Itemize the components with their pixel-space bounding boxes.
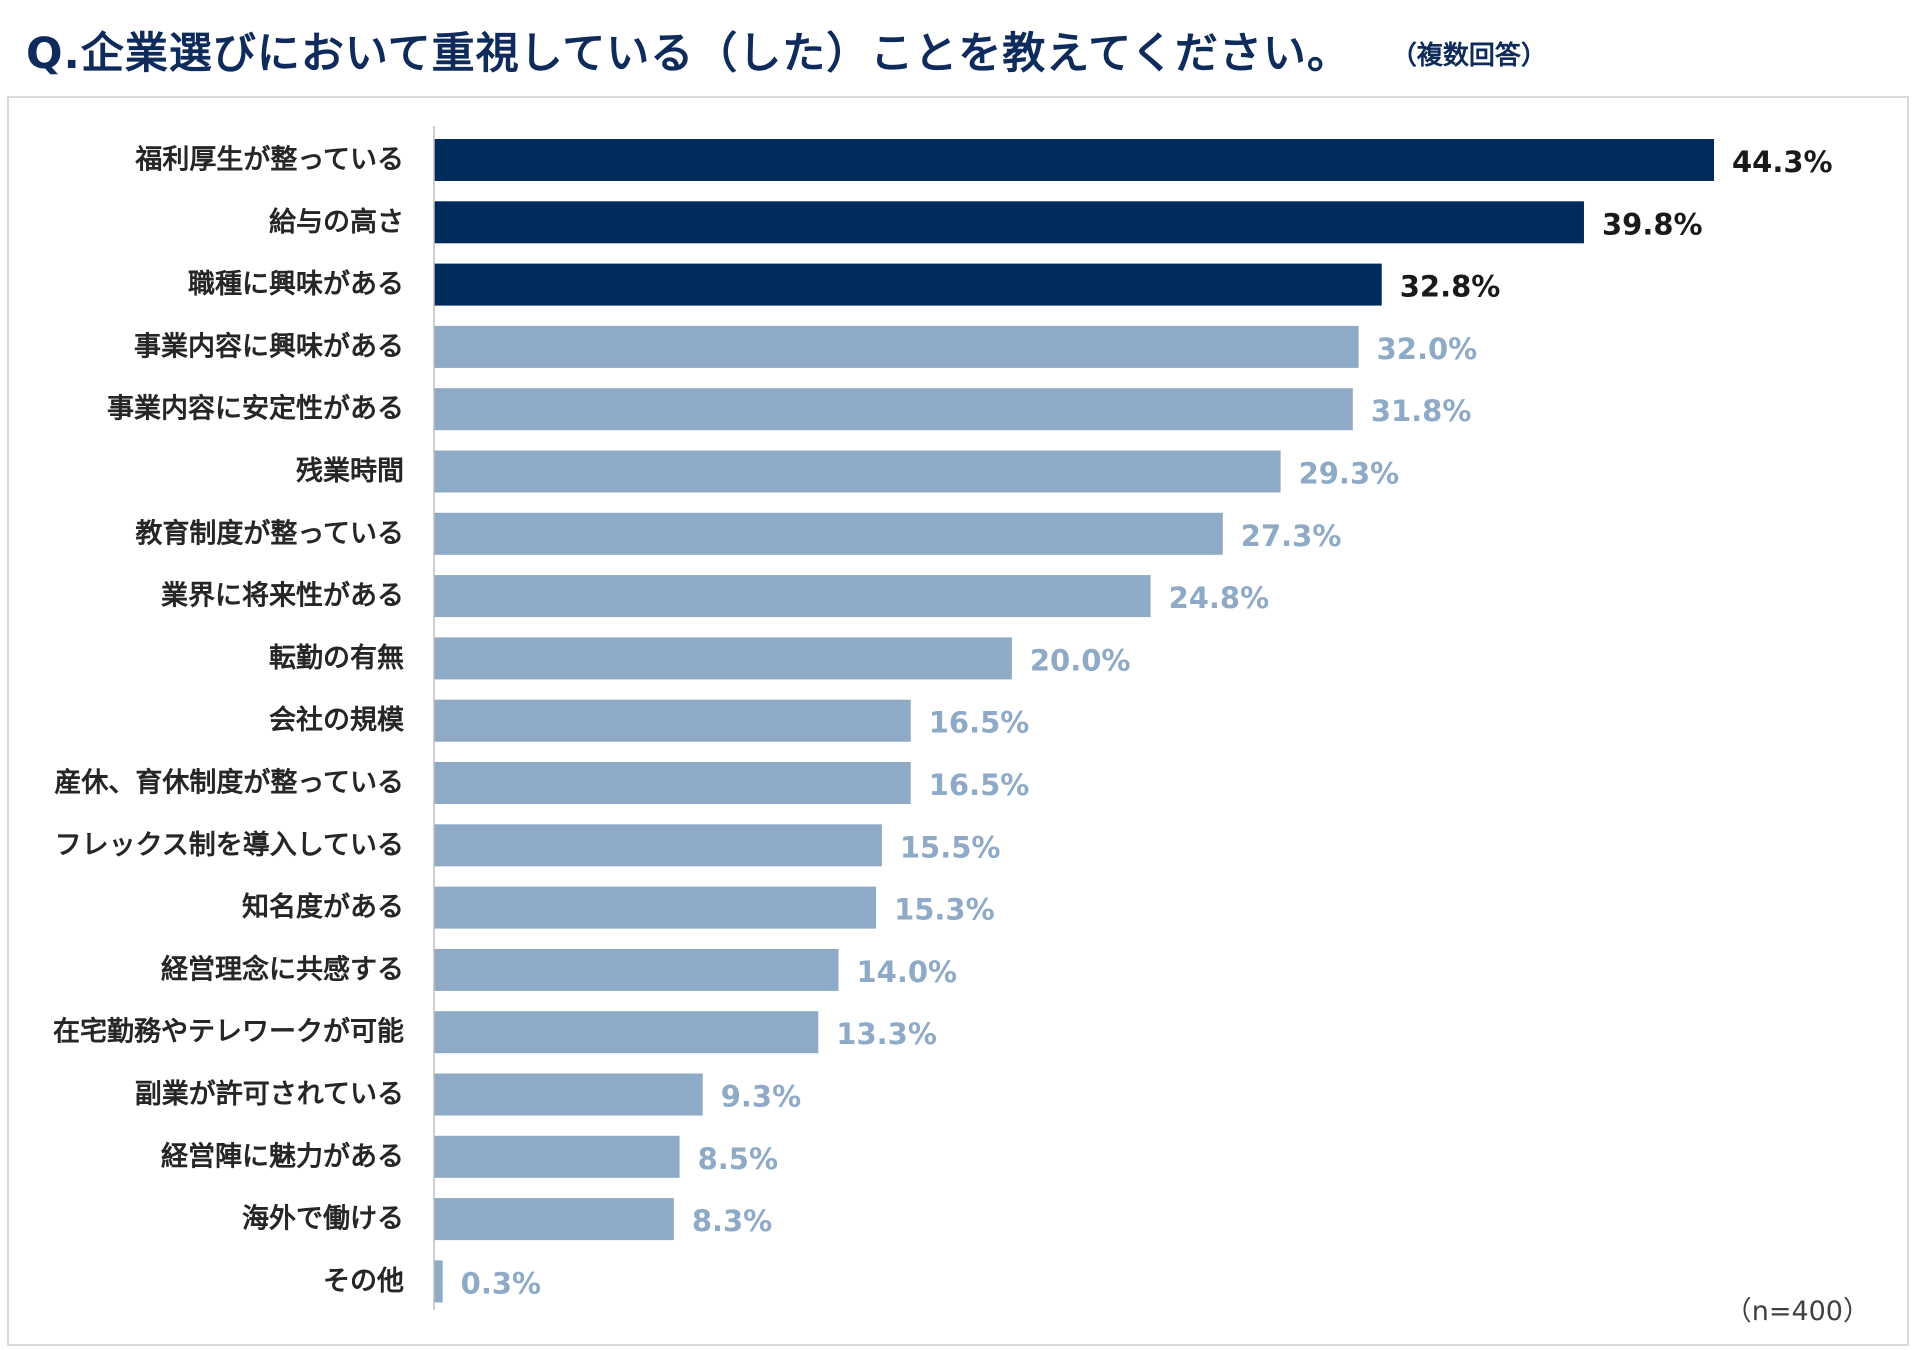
bar-9 [434, 637, 1012, 680]
chart-header: Q.企業選びにおいて重視している（した）ことを教えてください。 （複数回答） [26, 14, 1547, 86]
category-label-2: 給与の高さ [269, 206, 404, 238]
category-label-7: 教育制度が整っている [135, 517, 404, 549]
bar-14 [434, 948, 839, 991]
category-label-3: 職種に興味がある [188, 268, 404, 300]
category-label-6: 残業時間 [296, 456, 404, 487]
bar-10 [434, 699, 911, 742]
bar-13 [434, 886, 877, 929]
category-label-11: 産休、育休制度が整っている [54, 767, 404, 799]
value-label-8: 24.8% [1169, 581, 1270, 615]
value-label-3: 32.8% [1400, 270, 1501, 304]
value-label-5: 31.8% [1371, 394, 1472, 428]
chart-title-note: （複数回答） [1390, 40, 1547, 71]
value-label-9: 20.0% [1030, 643, 1131, 677]
value-label-18: 8.3% [692, 1204, 772, 1238]
value-label-6: 29.3% [1299, 457, 1400, 491]
bar-16 [434, 1073, 703, 1116]
sample-size-note: （n=400） [1724, 1296, 1870, 1327]
value-label-16: 9.3% [721, 1080, 801, 1114]
value-label-19: 0.3% [461, 1266, 541, 1300]
value-label-4: 32.0% [1377, 332, 1478, 366]
category-label-13: 知名度がある [242, 891, 404, 923]
bars-layer: 福利厚生が整っている 44.3% 給与の高さ 39.8% 職種に興味がある 32.8% 事業… [53, 139, 1833, 1303]
value-label-17: 8.5% [698, 1142, 778, 1176]
value-label-14: 14.0% [857, 955, 958, 989]
chart-title: Q.企業選びにおいて重視している（した）ことを教えてください。 [26, 29, 1351, 79]
category-label-19: その他 [323, 1266, 404, 1297]
bar-5 [434, 388, 1353, 431]
category-label-15: 在宅勤務やテレワークが可能 [53, 1016, 404, 1048]
bar-11 [434, 762, 911, 804]
value-label-7: 27.3% [1241, 519, 1342, 553]
value-label-15: 13.3% [836, 1017, 937, 1051]
bar-6 [434, 450, 1281, 493]
category-label-17: 経営陣に魅力がある [161, 1140, 404, 1172]
bar-7 [434, 512, 1223, 555]
category-label-16: 副業が許可されている [135, 1078, 404, 1110]
category-label-14: 経営理念に共感する [161, 953, 404, 985]
value-label-12: 15.5% [900, 830, 1001, 864]
category-label-8: 業界に将来性がある [161, 580, 404, 612]
category-label-9: 転勤の有無 [269, 643, 404, 674]
bar-12 [434, 824, 882, 867]
category-label-4: 事業内容に興味がある [134, 330, 404, 362]
bar-8 [434, 575, 1151, 618]
category-label-18: 海外で働ける [242, 1204, 404, 1235]
bar-15 [434, 1011, 819, 1054]
bar-17 [434, 1135, 680, 1178]
category-label-1: 福利厚生が整っている [134, 144, 404, 176]
bar-4 [434, 325, 1359, 368]
value-label-2: 39.8% [1602, 207, 1703, 241]
bar-2 [434, 201, 1584, 244]
bar-19 [434, 1260, 443, 1303]
category-label-5: 事業内容に安定性がある [107, 393, 404, 425]
value-label-13: 15.3% [894, 893, 995, 927]
bar-3 [434, 263, 1382, 306]
value-label-10: 16.5% [929, 706, 1030, 740]
bar-18 [434, 1198, 674, 1241]
category-label-10: 会社の規模 [269, 704, 404, 736]
value-label-11: 16.5% [929, 768, 1030, 802]
category-label-12: フレックス制を導入している [55, 829, 404, 861]
bar-1 [434, 139, 1714, 181]
value-label-1: 44.3% [1732, 145, 1833, 179]
